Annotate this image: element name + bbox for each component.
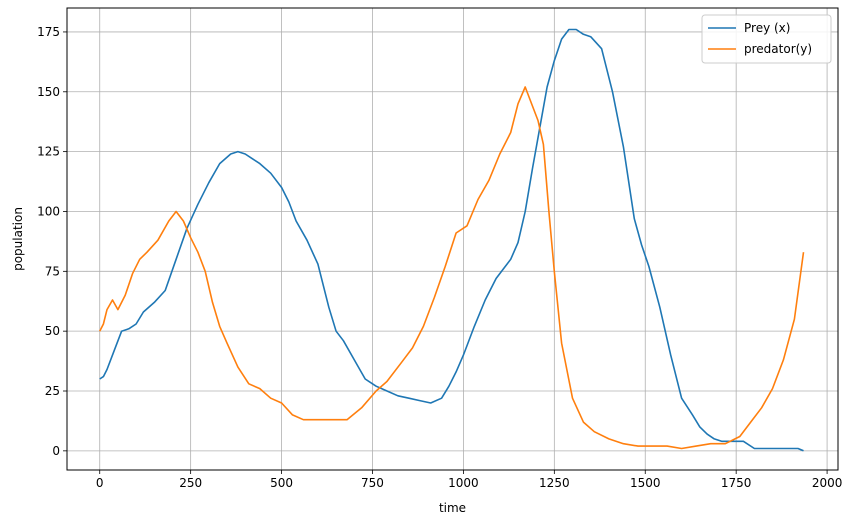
x-tick-label: 1250 <box>539 476 570 490</box>
x-tick-label: 250 <box>179 476 202 490</box>
x-tick-label: 1000 <box>448 476 479 490</box>
y-tick-label: 100 <box>37 204 60 218</box>
x-tick-label: 750 <box>361 476 384 490</box>
y-tick-label: 175 <box>37 25 60 39</box>
y-tick-label: 50 <box>45 324 60 338</box>
x-axis-label: time <box>439 501 466 515</box>
legend-label-predator: predator(y) <box>744 42 812 56</box>
x-tick-label: 500 <box>270 476 293 490</box>
x-axis-ticks: 0 250 500 750 1000 1250 1500 1750 2000 <box>96 470 842 490</box>
legend: Prey (x) predator(y) <box>701 14 832 64</box>
legend-label-prey: Prey (x) <box>744 21 790 35</box>
plot-frame <box>66 7 839 471</box>
legend-box <box>701 14 832 64</box>
y-tick-label: 25 <box>45 384 60 398</box>
series-lines <box>98 28 805 452</box>
y-tick-label: 150 <box>37 85 60 99</box>
y-tick-label: 125 <box>37 145 60 159</box>
x-tick-label: 1500 <box>630 476 661 490</box>
y-axis-label: population <box>11 207 25 271</box>
y-tick-label: 0 <box>52 444 60 458</box>
predator-series-line <box>98 86 805 450</box>
prey-series-line <box>99 28 804 452</box>
x-tick-label: 0 <box>96 476 104 490</box>
x-tick-label: 1750 <box>721 476 752 490</box>
y-tick-label: 75 <box>45 264 60 278</box>
x-tick-label: 2000 <box>812 476 843 490</box>
y-axis-ticks: 0 25 50 75 100 125 150 175 <box>37 25 67 458</box>
grid <box>67 8 838 470</box>
